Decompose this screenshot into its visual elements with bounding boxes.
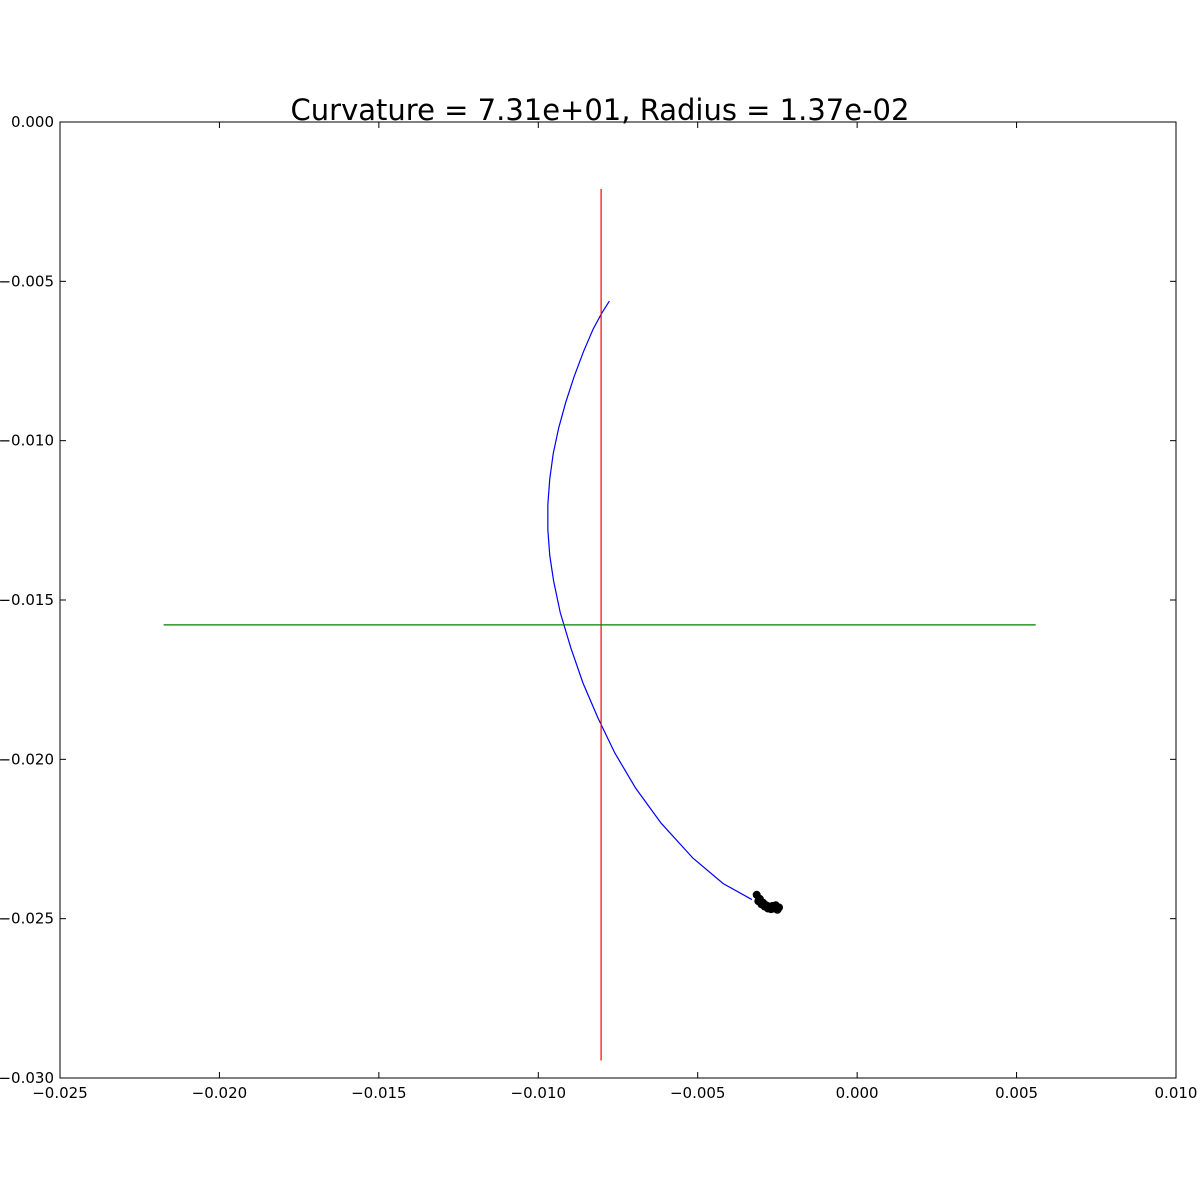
y-tick-label: −0.010 [0, 432, 54, 450]
y-tick-label: −0.015 [0, 591, 54, 609]
x-axis-ticks: −0.025 −0.020 −0.015 −0.010 −0.005 0.000 0.005… [32, 122, 1197, 1102]
y-tick-label: 0.000 [11, 113, 54, 131]
x-tick-label: −0.025 [32, 1084, 88, 1102]
axes-frame [59, 121, 1177, 1079]
x-tick-label: −0.015 [351, 1084, 407, 1102]
y-tick-label: −0.025 [0, 910, 54, 928]
x-tick-label: −0.005 [670, 1084, 726, 1102]
x-tick-label: −0.010 [511, 1084, 567, 1102]
y-tick-label: −0.005 [0, 272, 54, 290]
scatter-point [773, 905, 782, 914]
x-tick-label: −0.020 [192, 1084, 248, 1102]
y-tick-label: −0.030 [0, 1069, 54, 1087]
chart-title: Curvature = 7.31e+01, Radius = 1.37e-02 [291, 93, 910, 127]
series-line-0 [547, 300, 753, 901]
plot-area [163, 188, 1036, 1061]
x-tick-label: 0.005 [995, 1084, 1038, 1102]
x-tick-label: 0.010 [1155, 1084, 1198, 1102]
x-tick-label: 0.000 [836, 1084, 879, 1102]
y-tick-label: −0.020 [0, 750, 54, 768]
y-axis-ticks: 0.000 −0.005 −0.010 −0.015 −0.020 −0.025 −0.03… [0, 113, 1176, 1087]
